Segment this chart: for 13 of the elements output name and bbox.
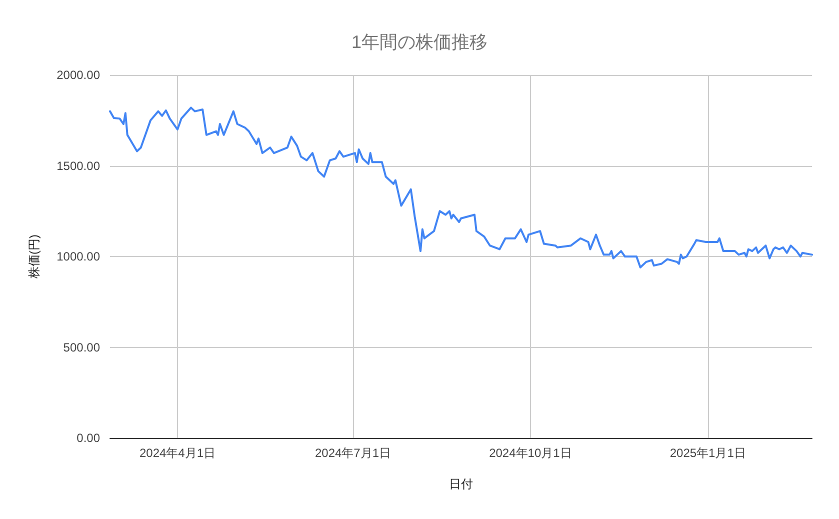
x-tick-label: 2024年7月1日 xyxy=(314,446,392,460)
y-axis-title: 株価(円) xyxy=(27,234,41,280)
chart-title: 1年間の株価推移 xyxy=(351,32,488,52)
x-axis-title: 日付 xyxy=(449,477,473,491)
x-tick-label: 2025年1月1日 xyxy=(670,446,746,460)
y-tick-label: 2000.00 xyxy=(56,68,100,82)
y-tick-label: 0.00 xyxy=(76,431,100,445)
y-tick-label: 1000.00 xyxy=(56,250,100,264)
y-tick-label: 500.00 xyxy=(63,340,100,354)
y-tick-label: 1500.00 xyxy=(56,158,100,173)
line-series xyxy=(109,106,813,268)
x-tick-label: 2024年4月1日 xyxy=(139,446,216,460)
x-tick-label: 2024年10月1日 xyxy=(489,446,572,460)
